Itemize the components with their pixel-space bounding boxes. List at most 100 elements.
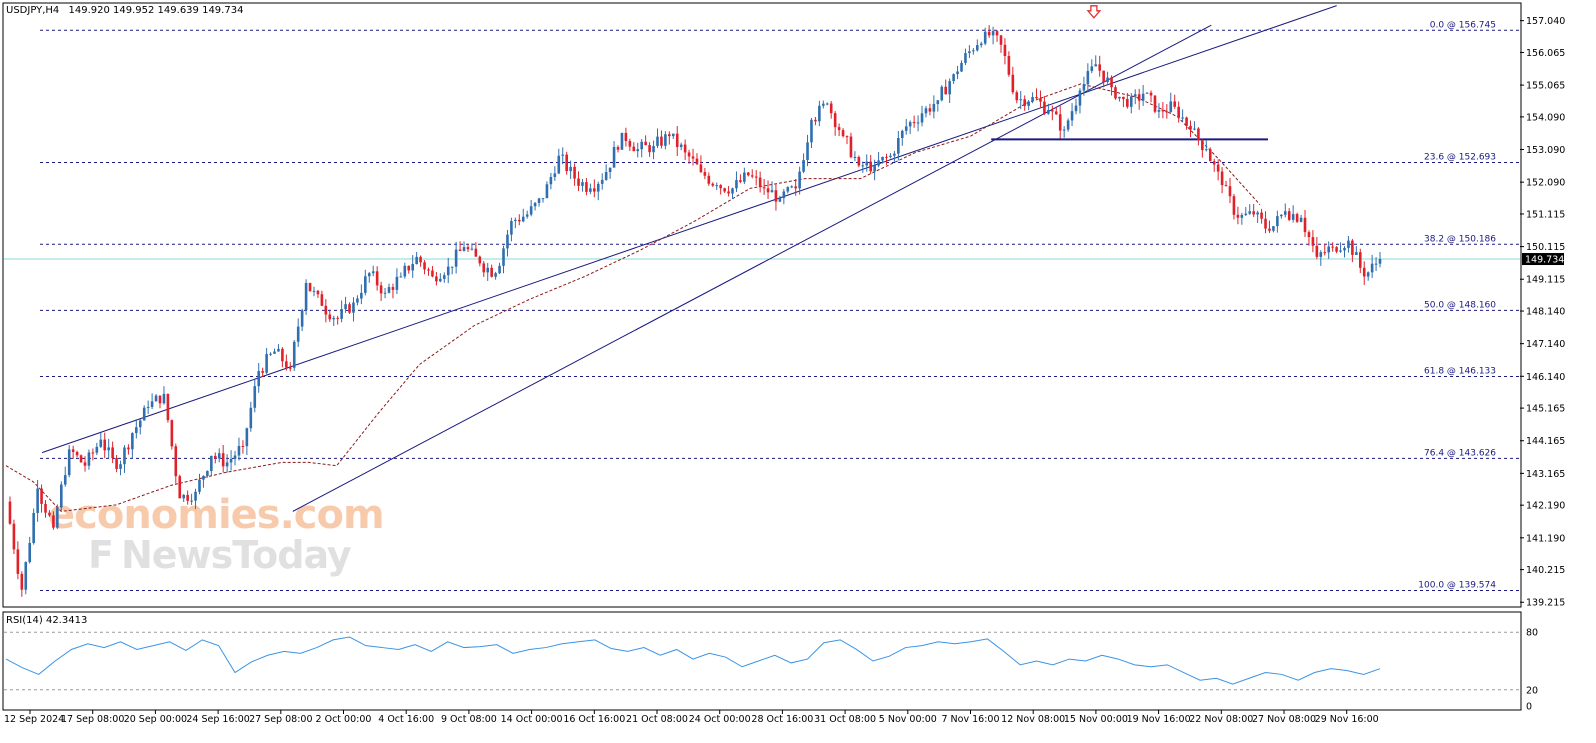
- candle-body: [1260, 212, 1263, 219]
- candle-body: [439, 278, 442, 282]
- candle-body: [427, 269, 430, 271]
- candle-body: [940, 86, 944, 101]
- candle-body: [849, 136, 853, 158]
- symbol-label: USDJPY,H4: [6, 5, 59, 16]
- candle-body: [83, 462, 87, 466]
- candle-body: [565, 154, 568, 172]
- candle-body: [1141, 93, 1145, 101]
- time-tick-label: 24 Oct 00:00: [689, 714, 751, 725]
- candle-body: [1244, 213, 1248, 215]
- candle-body: [261, 371, 264, 373]
- candle-body: [1011, 74, 1015, 93]
- candle-body: [624, 132, 628, 141]
- candle-body: [1276, 216, 1279, 227]
- candle-body: [1094, 64, 1098, 67]
- candle-body: [1153, 95, 1157, 112]
- price-tick-label: 147.140: [1526, 339, 1565, 350]
- candle-body: [257, 371, 261, 387]
- candle-body: [206, 471, 209, 476]
- candle-body: [60, 484, 63, 508]
- candle-body: [1358, 252, 1362, 268]
- candle-body: [968, 51, 971, 54]
- candle-body: [138, 420, 142, 428]
- candle-body: [1197, 128, 1200, 140]
- rsi-tick-label: 80: [1526, 628, 1538, 639]
- candle-body: [1177, 106, 1180, 118]
- candle-body: [316, 290, 320, 295]
- candle-body: [103, 439, 107, 451]
- candle-body: [632, 146, 636, 152]
- candle-body: [371, 271, 375, 274]
- candle-body: [581, 182, 584, 186]
- candle-body: [648, 145, 651, 153]
- candle-body: [48, 512, 51, 516]
- candle-body: [1051, 110, 1054, 112]
- candle-body: [253, 386, 257, 408]
- down-arrow-icon: [1086, 5, 1102, 19]
- time-tick-label: 20 Sep 00:00: [124, 714, 187, 725]
- candle-body: [360, 292, 363, 299]
- time-tick-label: 17 Sep 08:00: [61, 714, 124, 725]
- arrows: [1086, 5, 1102, 19]
- candle-body: [510, 220, 513, 235]
- candle-body: [229, 458, 233, 463]
- candle-body: [1098, 64, 1101, 71]
- rsi-indicator: 80 20 0: [4, 628, 1538, 713]
- candle-body: [545, 184, 549, 199]
- candle-body: [589, 188, 592, 192]
- candle-body: [1220, 171, 1224, 186]
- candle-body: [44, 503, 47, 513]
- candle-body: [32, 512, 35, 544]
- candle-body: [142, 407, 146, 421]
- candle-body: [1355, 252, 1358, 255]
- candle-body: [1287, 211, 1291, 220]
- candle-body: [1110, 77, 1113, 88]
- candle-body: [857, 157, 861, 166]
- candle-body: [1169, 101, 1173, 112]
- candle-body: [63, 475, 67, 485]
- candle-body: [640, 141, 643, 150]
- candle-body: [1343, 247, 1346, 251]
- candle-body: [1327, 246, 1330, 253]
- candle-body: [131, 433, 134, 450]
- candle-body: [920, 113, 924, 123]
- candle-body: [537, 198, 541, 203]
- svg-text:USDJPY,H4 149.920 149.952: USDJPY,H4 149.920 149.952 149.639 149.73…: [6, 5, 243, 16]
- candle-body: [237, 445, 241, 456]
- candle-body: [300, 310, 304, 327]
- candle-body: [217, 453, 221, 459]
- candle-body: [285, 361, 288, 368]
- candle-body: [1019, 99, 1023, 101]
- candle-body: [490, 267, 493, 277]
- candle-body: [837, 127, 841, 131]
- candle-body: [873, 165, 876, 172]
- rsi-tick-label: 0: [1526, 702, 1532, 713]
- candle-body: [1335, 247, 1338, 252]
- fib-label: 38.2 @ 150.186: [1424, 234, 1496, 244]
- candle-body: [8, 501, 12, 524]
- candle-body: [1043, 101, 1046, 114]
- candle-body: [616, 147, 620, 150]
- candle-body: [1351, 240, 1354, 255]
- time-tick-label: 16 Oct 16:00: [563, 714, 625, 725]
- candle-body: [1291, 214, 1295, 220]
- price-tick-label: 154.090: [1526, 112, 1565, 123]
- candle-body: [1165, 111, 1169, 113]
- rsi-panel[interactable]: [2, 611, 1522, 711]
- price-panel[interactable]: [2, 2, 1522, 608]
- candle-body: [36, 488, 39, 513]
- candle-body: [561, 154, 565, 156]
- candle-body: [723, 188, 726, 192]
- price-tick-label: 141.190: [1526, 533, 1565, 544]
- candle-body: [1035, 96, 1038, 99]
- candle-body: [620, 132, 624, 150]
- candle-body: [170, 420, 174, 447]
- candle-body: [150, 401, 154, 407]
- time-tick-label: 29 Nov 16:00: [1315, 714, 1379, 725]
- candle-body: [770, 190, 774, 193]
- candle-body: [983, 31, 987, 44]
- candle-body: [431, 270, 434, 277]
- candle-body: [387, 287, 391, 293]
